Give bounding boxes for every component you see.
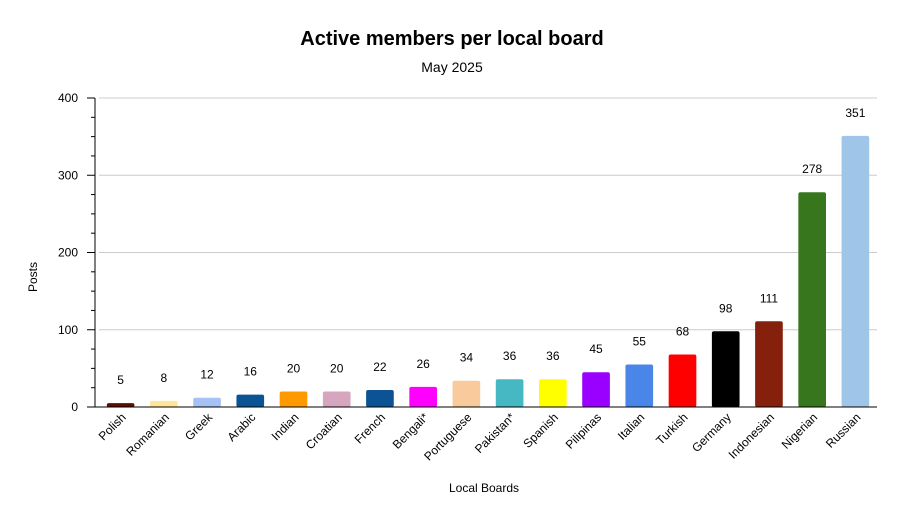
data-label: 278 (802, 162, 822, 176)
x-tick-label: Spanish (520, 410, 561, 451)
x-tick-label: Turkish (653, 410, 690, 447)
bar (279, 391, 308, 407)
bar (841, 135, 870, 408)
x-tick-label: Russian (823, 410, 864, 451)
x-tick-label: Romanian (123, 410, 172, 459)
bar (409, 386, 437, 407)
y-axis: 0 100 200 300 400 (58, 91, 96, 414)
data-label: 26 (416, 357, 430, 371)
data-label: 8 (160, 371, 167, 385)
bar (539, 379, 567, 407)
bar (625, 364, 654, 407)
data-label: 16 (244, 365, 258, 379)
bar (798, 192, 826, 407)
y-tick-label: 100 (58, 323, 78, 337)
data-label: 98 (719, 301, 733, 315)
chart-subtitle: May 2025 (421, 59, 483, 75)
bar (582, 372, 610, 407)
data-label: 45 (589, 342, 603, 356)
data-label: 351 (845, 106, 865, 120)
data-label: 20 (330, 362, 344, 376)
gridlines (99, 97, 877, 331)
bar (322, 391, 351, 407)
bar (236, 394, 265, 407)
x-tick-label: Bengali* (390, 410, 432, 452)
data-label: 68 (676, 324, 690, 338)
y-tick-label: 0 (71, 400, 78, 414)
x-tick-label: French (352, 410, 388, 446)
x-tick-label: Polish (96, 410, 129, 443)
data-label: 12 (200, 368, 214, 382)
x-tick-label: Croatian (303, 410, 345, 452)
x-tick-label: Indian (269, 410, 302, 443)
bars (106, 135, 870, 408)
x-tick-label: Indonesian (726, 410, 777, 461)
x-tick-label: Germany (689, 410, 734, 455)
bar (755, 321, 783, 407)
bar (106, 403, 135, 407)
y-tick-label: 300 (58, 168, 78, 182)
data-label: 22 (373, 360, 387, 374)
bar (668, 354, 697, 407)
x-tick-label: Arabic (224, 410, 258, 444)
x-tick-label: Pilipinas (563, 410, 605, 452)
bar (452, 380, 481, 407)
bar (193, 397, 221, 407)
bar (495, 379, 524, 407)
bar (711, 331, 740, 407)
data-label: 34 (460, 351, 474, 365)
y-axis-title: Posts (26, 262, 40, 292)
data-labels: 5 8 12 16 20 20 22 26 34 36 36 45 55 68 98 111 278 351 (117, 106, 865, 387)
x-axis-title: Local Boards (449, 481, 519, 495)
x-tick-label: Portuguese (421, 410, 475, 464)
y-tick-label: 400 (58, 91, 78, 105)
data-label: 5 (117, 373, 124, 387)
x-tick-label: Greek (182, 410, 216, 444)
bar (366, 390, 394, 407)
bar (150, 400, 178, 407)
x-tick-label: Pakistan* (472, 410, 518, 456)
y-tick-label: 200 (58, 246, 78, 260)
x-tick-label: Nigerian (779, 410, 821, 452)
chart-title: Active members per local board (300, 28, 603, 50)
data-label: 20 (287, 362, 301, 376)
data-label: 55 (633, 335, 647, 349)
data-label: 36 (503, 349, 517, 363)
x-tick-label: Italian (615, 410, 648, 443)
data-label: 111 (760, 291, 779, 305)
data-label: 36 (546, 349, 560, 363)
